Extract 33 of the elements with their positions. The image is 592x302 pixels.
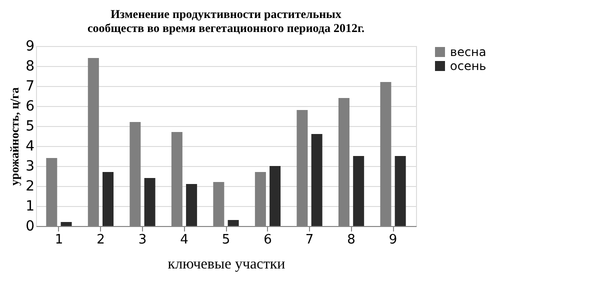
legend-label: осень	[450, 59, 486, 73]
y-tick-label: 8	[26, 58, 34, 74]
bar	[186, 184, 198, 226]
x-tick-label: 6	[264, 232, 272, 248]
y-tick-label: 9	[26, 38, 34, 54]
bar	[228, 220, 239, 226]
y-tick-label: 7	[26, 78, 34, 94]
x-tick-label: 4	[180, 232, 188, 248]
y-tick-label: 4	[26, 138, 35, 154]
bar	[311, 134, 322, 226]
y-tick-label: 0	[26, 218, 34, 234]
x-tick-label: 5	[222, 232, 230, 248]
x-axis-title: ключевые участки	[168, 256, 286, 272]
x-tick-label: 2	[96, 232, 105, 248]
x-tick-label: 3	[138, 232, 147, 248]
bar	[353, 156, 364, 226]
x-tick-label: 8	[347, 232, 356, 248]
y-tick-label: 6	[26, 98, 35, 114]
x-tick-label: 1	[54, 232, 64, 248]
bar	[270, 166, 281, 226]
y-axis-title: урожайность, ц/га	[8, 87, 22, 186]
bar	[394, 156, 406, 226]
bar	[144, 178, 156, 226]
y-tick-label: 3	[26, 158, 34, 174]
x-tick-label: 7	[305, 232, 314, 248]
legend-label: весна	[450, 45, 486, 59]
chart-title: Изменение продуктивности растительных сообществ во время вегетационного периода 2012г.	[87, 7, 365, 35]
x-tick-label: 9	[388, 232, 398, 248]
y-tick-label: 5	[26, 118, 34, 134]
y-tick-label: 1	[26, 198, 34, 214]
bar	[60, 222, 72, 226]
y-tick-label: 2	[26, 178, 34, 194]
bar	[102, 172, 114, 226]
